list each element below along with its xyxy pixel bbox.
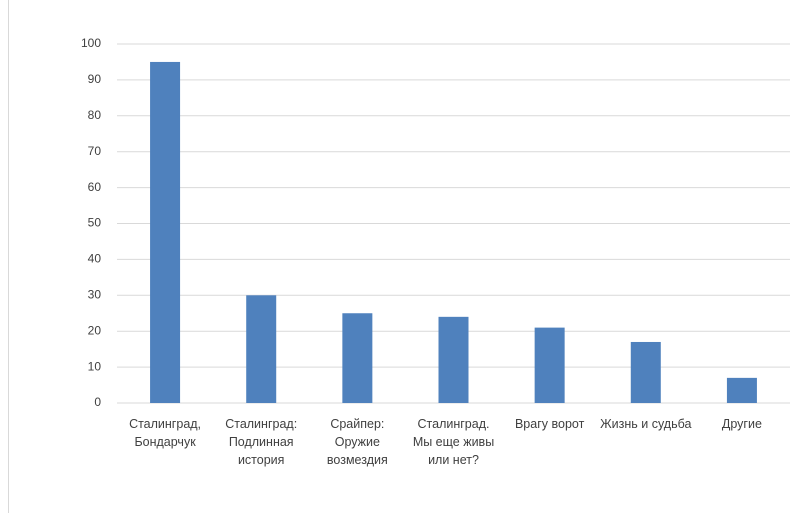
y-tick-label: 100 [81,36,101,50]
y-tick-label: 0 [94,395,101,409]
x-tick-label: Сталинград: Подлинная история [225,417,298,467]
y-tick-label: 40 [88,252,102,266]
bar [342,313,373,403]
y-tick-label: 10 [88,359,102,373]
bar [534,327,565,403]
y-tick-label: 20 [88,323,102,337]
x-tick-label: Сталинград, Бондарчук [129,417,202,449]
bar [438,316,469,403]
y-tick-label: 70 [88,144,102,158]
x-tick-label: Врагу ворот [514,417,585,431]
x-tick-label: Жизнь и судьба [600,417,692,431]
x-tick-label: Другие [721,417,762,431]
bar [726,377,757,403]
y-tick-label: 30 [88,287,102,301]
x-tick-label: Сталинград. Мы еще живы или нет? [412,417,495,467]
x-tick-label: Срайпер: Оружие возмездия [326,417,388,467]
y-tick-label: 90 [88,72,102,86]
y-tick-label: 80 [88,108,102,122]
bar [246,295,277,403]
y-tick-label: 50 [88,216,102,230]
bar [150,61,181,403]
bar [630,341,661,403]
y-tick-label: 60 [88,180,102,194]
